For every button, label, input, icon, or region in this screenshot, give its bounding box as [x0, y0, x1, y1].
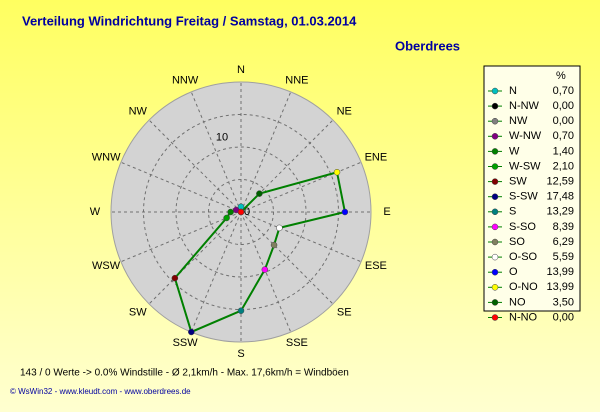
legend-label: N-NO — [509, 311, 538, 323]
legend-label: W-NW — [509, 130, 542, 142]
direction-label: NE — [337, 105, 352, 117]
spoke — [190, 91, 242, 213]
direction-label: NNW — [172, 75, 199, 87]
legend-marker — [491, 117, 499, 125]
spoke — [240, 119, 334, 213]
legend-value: 17,48 — [546, 191, 574, 203]
station: Oberdrees — [395, 38, 460, 53]
wind-point — [227, 208, 234, 216]
legend-value: 13,99 — [546, 281, 574, 293]
direction-label: S — [237, 348, 244, 360]
legend-value: 0,00 — [553, 311, 574, 323]
legend-header: % — [556, 70, 566, 82]
wind-point — [276, 224, 283, 232]
legend-box — [483, 65, 581, 312]
wind-point — [223, 214, 230, 222]
legend-value: 13,99 — [546, 266, 574, 278]
direction-label: ESE — [365, 260, 387, 272]
legend-marker — [491, 223, 499, 231]
wind-point — [237, 307, 245, 314]
legend-marker — [491, 163, 499, 170]
legend-marker — [491, 148, 499, 155]
wind-point — [333, 168, 341, 176]
legend-label: SW — [509, 176, 527, 188]
legend-label: W — [509, 145, 520, 157]
spoke — [240, 211, 362, 263]
legend-value: 12,59 — [546, 176, 574, 188]
legend-label: NW — [509, 115, 528, 127]
spoke — [120, 161, 242, 213]
legend-marker — [491, 253, 499, 261]
direction-label: NNE — [285, 75, 308, 87]
legend-label: W-SW — [509, 160, 541, 172]
spoke — [240, 211, 334, 305]
legend-label: S — [509, 206, 516, 218]
direction-label: SSE — [286, 337, 308, 349]
legend-value: 0,00 — [553, 115, 574, 127]
legend-label: S-SW — [509, 191, 538, 203]
spoke — [240, 211, 292, 333]
legend-value: 1,40 — [553, 145, 574, 157]
direction-label: SE — [337, 306, 352, 318]
direction-label: W — [90, 206, 101, 218]
direction-label: N — [237, 64, 245, 76]
spoke — [148, 211, 242, 305]
wind-point — [256, 190, 263, 197]
direction-label: E — [383, 206, 390, 218]
legend-value: 13,29 — [546, 206, 574, 218]
direction-label: WSW — [92, 260, 121, 272]
legend-label: O-SO — [509, 251, 538, 263]
legend-label: NO — [509, 296, 526, 308]
legend-marker — [491, 238, 499, 246]
legend-marker — [491, 133, 499, 140]
legend-value: 2,10 — [553, 160, 574, 172]
legend-value: 5,59 — [553, 251, 574, 263]
legend-value: 0,70 — [553, 85, 574, 97]
spoke — [148, 119, 242, 213]
wind-point — [270, 241, 278, 249]
legend-marker — [491, 178, 499, 185]
legend-value: 0,00 — [553, 100, 574, 112]
legend-label: S-SO — [509, 221, 536, 233]
spoke — [240, 161, 362, 213]
spoke — [240, 91, 292, 213]
legend-label: N-NW — [509, 100, 540, 112]
direction-label: NW — [129, 105, 148, 117]
direction-label: SSW — [173, 337, 199, 349]
wind-point — [237, 208, 245, 216]
spoke — [120, 211, 242, 263]
legend-marker — [491, 314, 499, 321]
legend-label: O — [509, 266, 518, 278]
footer: 143 / 0 Werte -> 0.0% Windstille - Ø 2,1… — [20, 368, 349, 379]
wind-point — [341, 208, 349, 216]
copyright: © WsWin32 - www.kleudt.com - www.oberdre… — [10, 387, 191, 396]
legend-marker — [491, 102, 499, 110]
wind-point — [171, 274, 179, 282]
legend-marker — [491, 193, 499, 200]
legend-marker — [491, 87, 499, 95]
legend-value: 0,70 — [553, 130, 574, 142]
wind-point — [188, 328, 195, 336]
legend-marker — [491, 268, 499, 276]
spoke — [190, 211, 242, 333]
legend-label: SO — [509, 236, 525, 248]
chart-title: Verteilung Windrichtung Freitag / Samsta… — [22, 13, 357, 28]
direction-label: SW — [129, 306, 147, 318]
legend-label: N — [509, 85, 517, 97]
grid-ring — [175, 146, 307, 278]
legend-marker — [491, 284, 499, 291]
direction-label: WNW — [92, 152, 121, 164]
legend-value: 6,29 — [553, 236, 574, 248]
legend-value: 3,50 — [553, 296, 574, 308]
legend-value: 8,39 — [553, 221, 574, 233]
legend-label: O-NO — [509, 281, 538, 293]
legend-marker — [491, 208, 499, 216]
r-tick-label: 0 — [244, 206, 250, 218]
wind-point — [261, 266, 269, 273]
direction-label: ENE — [365, 152, 388, 164]
legend-marker — [491, 299, 499, 306]
r-tick-label: 10 — [216, 132, 228, 144]
